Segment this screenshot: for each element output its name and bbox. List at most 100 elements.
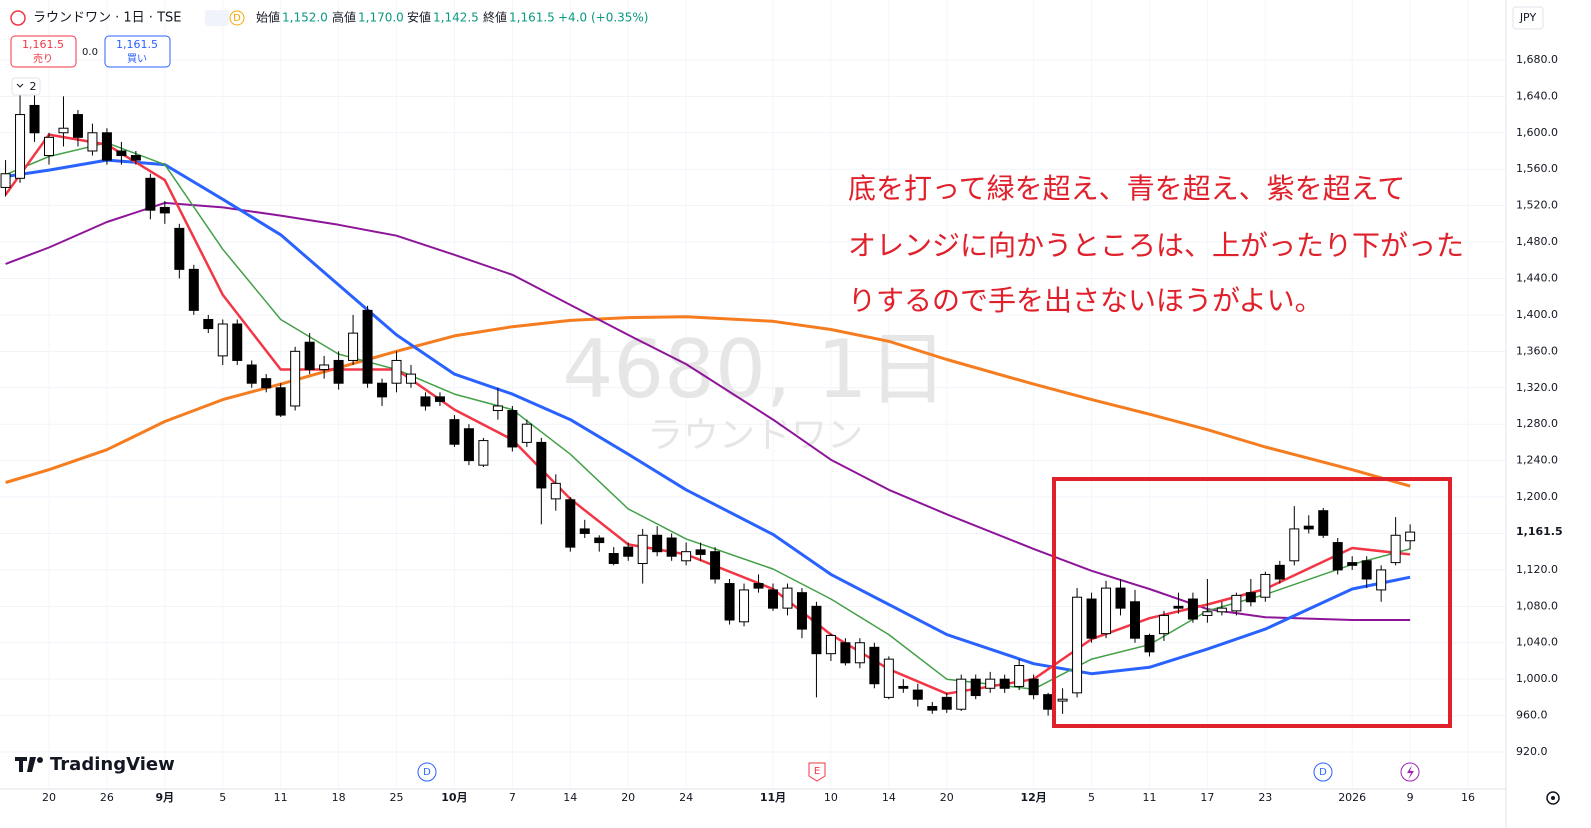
candle-body	[695, 549, 706, 555]
event-marker[interactable]	[1313, 762, 1333, 782]
y-tick-label: 1,240.0	[1516, 454, 1558, 467]
candle-body	[724, 583, 735, 621]
candle-body	[1187, 598, 1198, 620]
indicator-toggle[interactable]	[11, 77, 41, 96]
candle-body	[87, 132, 98, 152]
x-tick-label: 25	[390, 791, 404, 804]
y-tick-label: 1,520.0	[1516, 199, 1558, 212]
candle-body	[1158, 614, 1169, 635]
candle-body	[348, 332, 359, 361]
candle-body	[1043, 694, 1054, 710]
candle-body	[492, 405, 503, 412]
candle-body	[1376, 569, 1387, 591]
y-tick-label: 1,080.0	[1516, 599, 1558, 612]
x-tick-label: 5	[1088, 791, 1095, 804]
x-tick-label: 7	[509, 791, 516, 804]
candle-body	[246, 364, 257, 384]
candle-body	[753, 583, 764, 589]
y-tick-label: 1,600.0	[1516, 126, 1558, 139]
badge: D	[233, 13, 241, 24]
symbol-logo	[10, 10, 26, 26]
y-tick-label: 960.0	[1516, 709, 1548, 722]
ohlc-value: 1,142.5	[433, 11, 479, 25]
candle-body	[782, 587, 793, 609]
candle-body	[275, 387, 286, 416]
visibility-toggle[interactable]	[205, 10, 229, 26]
candle-body	[1332, 542, 1343, 571]
last-price-label: 1,161.5	[1516, 525, 1563, 538]
x-tick-label: 18	[332, 791, 346, 804]
candle-body	[1072, 596, 1083, 694]
candle-body	[565, 499, 576, 548]
candle-body	[290, 350, 301, 407]
moving-average	[5, 315, 1411, 488]
candle-body	[1347, 562, 1358, 566]
candle-body	[44, 136, 54, 157]
buy-label: 買い	[127, 53, 147, 65]
candle-body	[1101, 587, 1112, 635]
x-tick-label: 11	[1142, 791, 1156, 804]
candle-body	[449, 419, 460, 445]
candle-body	[739, 589, 750, 623]
candle-body	[811, 605, 822, 655]
candle-body	[912, 689, 923, 700]
y-tick-label: 1,680.0	[1516, 53, 1558, 66]
candle-body	[825, 634, 836, 655]
candle-body	[608, 553, 619, 565]
candle-body	[1216, 607, 1227, 613]
y-tick-label: 1,640.0	[1516, 89, 1558, 102]
candle-body	[1057, 698, 1068, 702]
x-tick-label: 26	[100, 791, 114, 804]
buy-button[interactable]	[104, 35, 171, 68]
event-label: D	[423, 767, 431, 778]
y-tick-label: 1,440.0	[1516, 271, 1558, 284]
candle-body	[883, 658, 894, 698]
candle-body	[956, 678, 967, 710]
currency: JPY	[1519, 11, 1537, 24]
currency-box[interactable]	[1512, 6, 1544, 30]
x-tick-label: 17	[1200, 791, 1214, 804]
y-tick-label: 1,200.0	[1516, 490, 1558, 503]
candle-body	[478, 440, 489, 466]
x-tick-label: 20	[42, 791, 56, 804]
candle-body	[898, 685, 909, 689]
annotation-line: 底を打って緑を超え、青を超え、紫を超えて	[848, 172, 1405, 205]
x-tick-label: 10月	[441, 791, 467, 804]
x-tick-label: 14	[882, 791, 896, 804]
event-marker[interactable]	[417, 762, 437, 782]
candle-body	[1202, 611, 1213, 616]
candle-body	[768, 589, 778, 609]
candle-body	[58, 127, 69, 134]
candle-body	[391, 359, 402, 384]
y-tick-label: 1,560.0	[1516, 162, 1558, 175]
settings-icon[interactable]	[1546, 791, 1560, 805]
symbol-line[interactable]: ラウンドワン · 1日 · TSE	[33, 11, 181, 26]
lightning-icon	[1407, 765, 1414, 780]
candle-body	[1028, 678, 1039, 696]
moving-average	[5, 142, 1411, 690]
event-marker[interactable]	[808, 762, 826, 782]
candle-body	[1144, 634, 1155, 653]
candle-body	[1231, 594, 1242, 612]
change: +4.0 (+0.35%)	[558, 11, 649, 25]
x-tick-label: 10	[824, 791, 838, 804]
candle-body	[1173, 605, 1184, 609]
candle-body	[174, 227, 185, 270]
x-tick-label: 20	[621, 791, 635, 804]
candle-body	[1014, 665, 1025, 687]
candle-body	[1390, 534, 1401, 564]
candle-body	[1289, 528, 1300, 562]
sell-price: 1,161.5	[22, 38, 64, 51]
x-tick-label: 23	[1258, 791, 1272, 804]
candle-body	[1303, 525, 1314, 530]
sell-button[interactable]	[10, 35, 77, 68]
candle-body	[652, 534, 663, 553]
annotation-line: りするので手を出さないほうがよい。	[848, 284, 1323, 317]
candle-body	[637, 534, 648, 565]
y-tick-label: 1,120.0	[1516, 563, 1558, 576]
candle-body	[145, 177, 156, 211]
candle-body	[203, 318, 214, 330]
spread: 0.0	[82, 47, 98, 58]
